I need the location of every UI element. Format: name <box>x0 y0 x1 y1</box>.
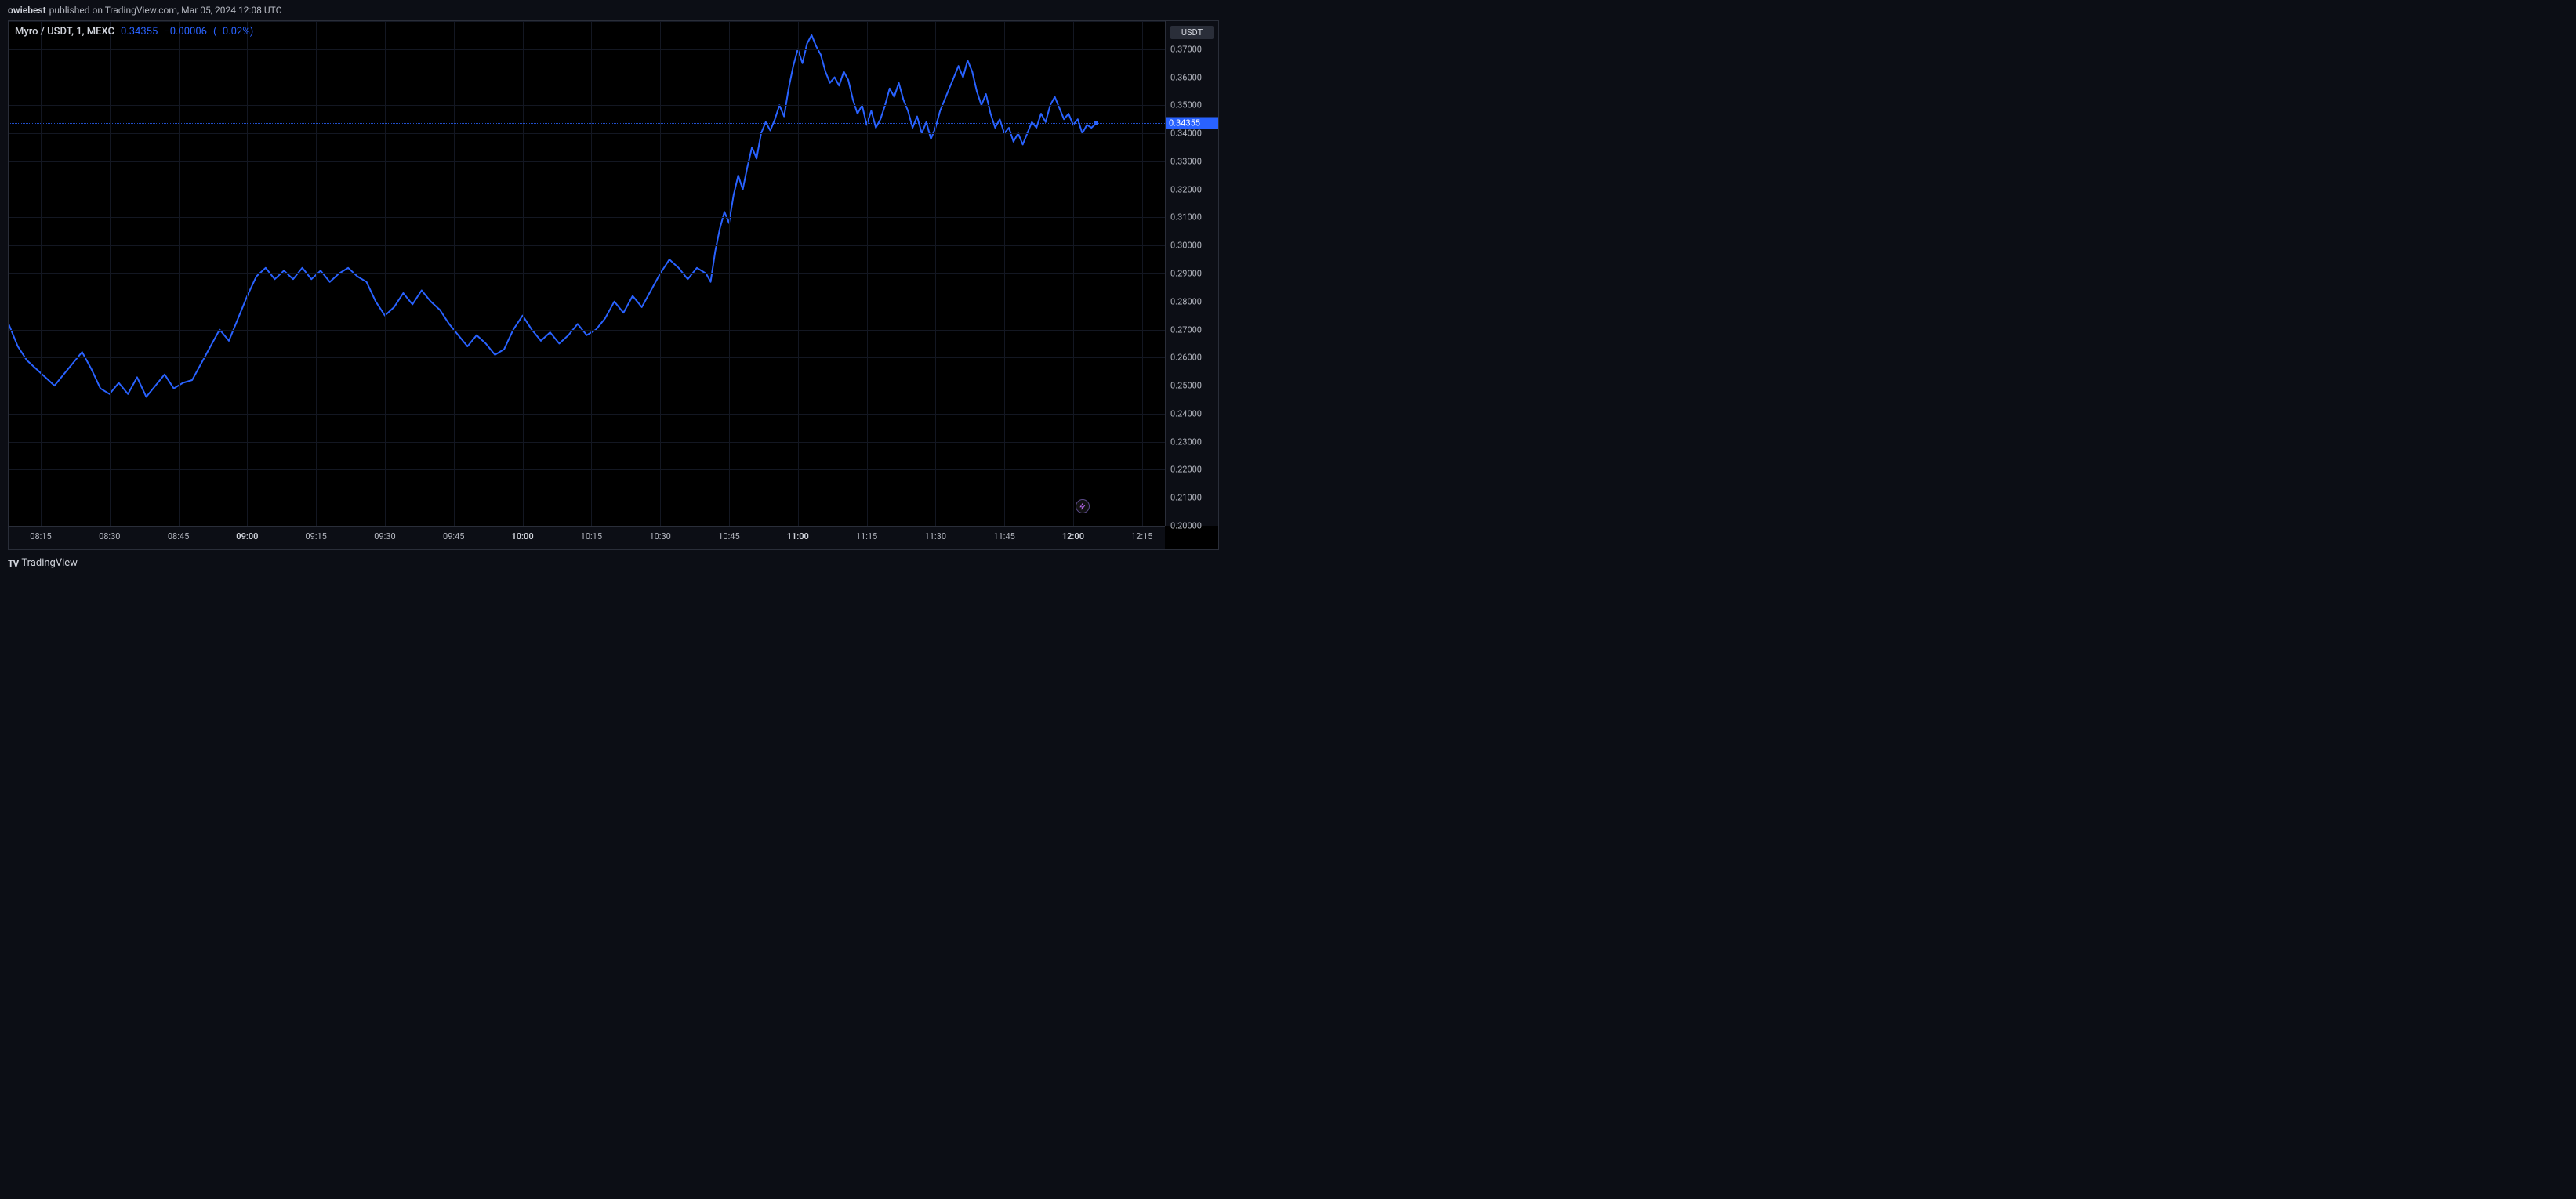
gridline-vertical <box>316 21 317 526</box>
gridline-vertical <box>591 21 592 526</box>
footer-brand[interactable]: TV TradingView <box>8 557 78 569</box>
gridline-horizontal <box>9 273 1165 274</box>
gridline-vertical <box>247 21 248 526</box>
gridline-vertical <box>454 21 455 526</box>
chart-legend: Myro / USDT, 1, MEXC 0.34355 −0.00006 (−… <box>15 26 253 38</box>
y-tick-label: 0.28000 <box>1170 296 1202 306</box>
gridline-horizontal <box>9 105 1165 106</box>
publisher-meta: published on TradingView.com, Mar 05, 20… <box>49 5 282 16</box>
y-tick-label: 0.25000 <box>1170 381 1202 391</box>
gridline-vertical <box>660 21 661 526</box>
x-tick-label: 08:45 <box>168 531 189 542</box>
x-tick-label: 10:15 <box>581 531 602 542</box>
gridline-horizontal <box>9 330 1165 331</box>
gridline-horizontal <box>9 357 1165 358</box>
gridline-horizontal <box>9 414 1165 415</box>
x-tick-label: 11:15 <box>856 531 877 542</box>
gridline-vertical <box>1142 21 1143 526</box>
x-tick-label: 09:45 <box>443 531 464 542</box>
gridline-vertical <box>179 21 180 526</box>
gridline-horizontal <box>9 217 1165 218</box>
x-tick-label: 12:15 <box>1131 531 1152 542</box>
gridline-horizontal <box>9 469 1165 470</box>
gridline-horizontal <box>9 161 1165 162</box>
gridline-vertical <box>798 21 799 526</box>
y-tick-label: 0.29000 <box>1170 269 1202 279</box>
y-tick-label: 0.26000 <box>1170 353 1202 363</box>
y-tick-label: 0.21000 <box>1170 493 1202 503</box>
y-tick-label: 0.32000 <box>1170 184 1202 194</box>
lightning-icon[interactable] <box>1076 499 1090 513</box>
series-end-dot <box>1094 121 1098 125</box>
gridline-horizontal <box>9 49 1165 50</box>
x-axis[interactable]: 08:15 08:30 08:45 09:00 09:15 09:30 09:45 10:00… <box>9 526 1165 549</box>
y-tick-label: 0.30000 <box>1170 241 1202 251</box>
x-tick-label: 10:30 <box>649 531 670 542</box>
y-tick-label: 0.31000 <box>1170 212 1202 223</box>
current-price-line <box>9 123 1165 124</box>
gridline-vertical <box>110 21 111 526</box>
change-percent: (−0.02%) <box>213 26 253 38</box>
x-tick-label: 10:00 <box>511 531 533 542</box>
x-tick-label: 08:30 <box>99 531 120 542</box>
x-tick-label: 11:30 <box>925 531 946 542</box>
tradingview-brand-text: TradingView <box>21 557 78 569</box>
gridline-horizontal <box>9 21 1165 22</box>
y-tick-label: 0.34000 <box>1170 129 1202 139</box>
y-tick-label: 0.22000 <box>1170 465 1202 475</box>
gridline-vertical <box>385 21 386 526</box>
x-tick-label: 09:30 <box>374 531 395 542</box>
x-tick-label: 10:45 <box>718 531 739 542</box>
gridline-vertical <box>1073 21 1074 526</box>
x-tick-label: 09:00 <box>236 531 258 542</box>
x-tick-label: 08:15 <box>30 531 51 542</box>
gridline-vertical <box>935 21 936 526</box>
x-tick-label: 09:15 <box>305 531 326 542</box>
y-tick-label: 0.36000 <box>1170 72 1202 82</box>
x-tick-label: 12:00 <box>1062 531 1084 542</box>
last-price: 0.34355 <box>121 26 158 38</box>
gridline-vertical <box>523 21 524 526</box>
y-tick-label: 0.24000 <box>1170 408 1202 418</box>
y-tick-label: 0.27000 <box>1170 324 1202 335</box>
y-tick-label: 0.20000 <box>1170 521 1202 531</box>
change-absolute: −0.00006 <box>164 26 207 38</box>
publish-header: owiebest published on TradingView.com, M… <box>0 0 1227 20</box>
chart-container: Myro / USDT, 1, MEXC 0.34355 −0.00006 (−… <box>8 20 1219 550</box>
gridline-horizontal <box>9 133 1165 134</box>
y-tick-label: 0.35000 <box>1170 100 1202 110</box>
y-axis[interactable]: USDT 0.200000.210000.220000.230000.24000… <box>1165 21 1218 526</box>
plot-area[interactable] <box>9 21 1165 526</box>
gridline-vertical <box>729 21 730 526</box>
price-tag: 0.34355 <box>1166 118 1218 129</box>
gridline-horizontal <box>9 442 1165 443</box>
y-axis-unit-button[interactable]: USDT <box>1170 26 1214 39</box>
gridline-horizontal <box>9 245 1165 246</box>
y-tick-label: 0.23000 <box>1170 436 1202 447</box>
publisher-username: owiebest <box>8 5 46 16</box>
gridline-vertical <box>41 21 42 526</box>
gridline-vertical <box>867 21 868 526</box>
gridline-vertical <box>1004 21 1005 526</box>
y-tick-label: 0.37000 <box>1170 44 1202 54</box>
tradingview-logo-icon: TV <box>8 558 18 569</box>
y-tick-label: 0.33000 <box>1170 156 1202 166</box>
x-tick-label: 11:00 <box>787 531 809 542</box>
symbol-label[interactable]: Myro / USDT, 1, MEXC <box>15 26 114 38</box>
x-tick-label: 11:45 <box>993 531 1014 542</box>
